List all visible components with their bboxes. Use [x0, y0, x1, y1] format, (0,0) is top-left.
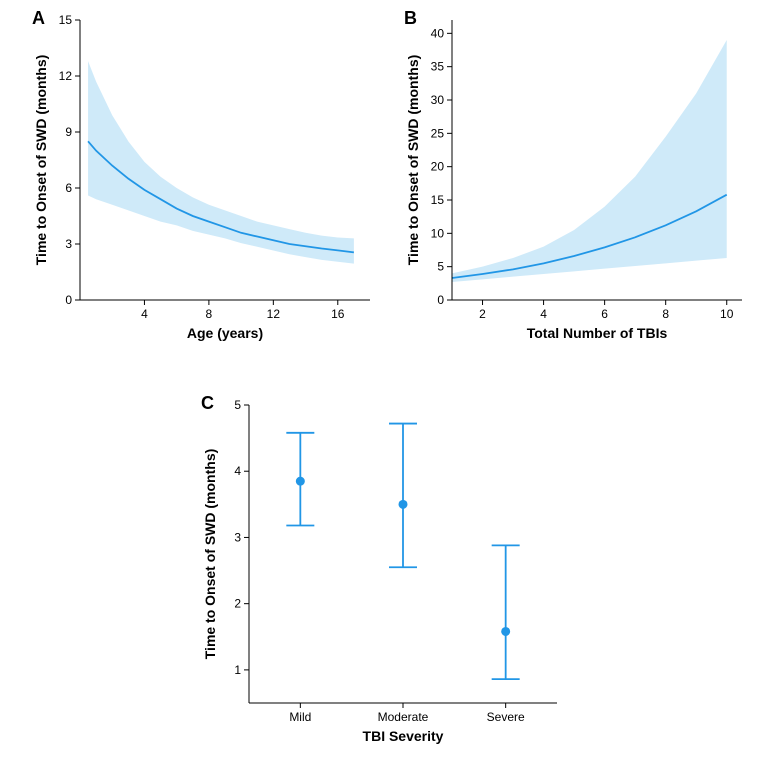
point-marker [399, 500, 408, 509]
x-axis-label: Age (years) [187, 325, 263, 341]
x-tick-label: 10 [720, 307, 734, 321]
y-tick-label: 4 [234, 464, 241, 478]
x-tick-label: 8 [662, 307, 669, 321]
panel-c-svg: 1 2 3 4 5 Mild Moderate Severe TBI Severity Time … [197, 395, 577, 755]
y-axis-label: Time to Onset of SWD (months) [33, 55, 49, 266]
y-tick-label: 15 [431, 193, 445, 207]
x-tick-label: 12 [267, 307, 281, 321]
panel-a-svg: 0 3 6 9 12 15 4 8 12 16 Age (years) Time to Onset o… [28, 10, 388, 355]
y-tick-label: 3 [65, 237, 72, 251]
x-tick-label: 16 [331, 307, 345, 321]
x-axis-label: Total Number of TBIs [527, 325, 668, 341]
y-tick-label: 12 [59, 69, 73, 83]
y-tick-label: 2 [234, 597, 241, 611]
panel-b: B 0510152025303540246810Total Number of … [400, 10, 760, 355]
y-tick-label: 9 [65, 125, 72, 139]
y-tick-label: 40 [431, 26, 445, 40]
x-tick-label: 4 [141, 307, 148, 321]
x-axis-label: TBI Severity [363, 728, 444, 744]
x-tick-label: Moderate [378, 710, 429, 724]
point-marker [296, 477, 305, 486]
y-tick-label: 20 [431, 160, 445, 174]
panel-c: C 12345MildModerateSevereTBI SeverityTim… [197, 395, 577, 755]
confidence-ribbon [452, 40, 727, 282]
x-tick-label: 2 [479, 307, 486, 321]
y-tick-label: 5 [437, 260, 444, 274]
x-tick-label: Severe [487, 710, 525, 724]
y-tick-label: 25 [431, 126, 445, 140]
y-axis-label: Time to Onset of SWD (months) [202, 449, 218, 660]
y-tick-label: 3 [234, 530, 241, 544]
x-tick-label: Mild [289, 710, 311, 724]
confidence-ribbon [88, 61, 354, 264]
y-tick-label: 0 [437, 293, 444, 307]
x-tick-label: 6 [601, 307, 608, 321]
x-tick-label: 4 [540, 307, 547, 321]
y-tick-label: 5 [234, 398, 241, 412]
y-tick-label: 35 [431, 60, 445, 74]
point-marker [501, 627, 510, 636]
y-tick-label: 10 [431, 226, 445, 240]
y-tick-label: 0 [65, 293, 72, 307]
x-tick-label: 8 [206, 307, 213, 321]
y-tick-label: 30 [431, 93, 445, 107]
panel-b-svg: 0 5 10 15 20 25 30 35 40 2 4 6 8 10 Total Number of TB… [400, 10, 760, 355]
y-tick-label: 6 [65, 181, 72, 195]
figure-container: A 03691215481216Age (years)Time to Onset… [0, 0, 770, 777]
y-tick-label: 15 [59, 13, 73, 27]
y-tick-label: 1 [234, 663, 241, 677]
y-axis-label: Time to Onset of SWD (months) [405, 55, 421, 266]
panel-a: A 03691215481216Age (years)Time to Onset… [28, 10, 388, 355]
